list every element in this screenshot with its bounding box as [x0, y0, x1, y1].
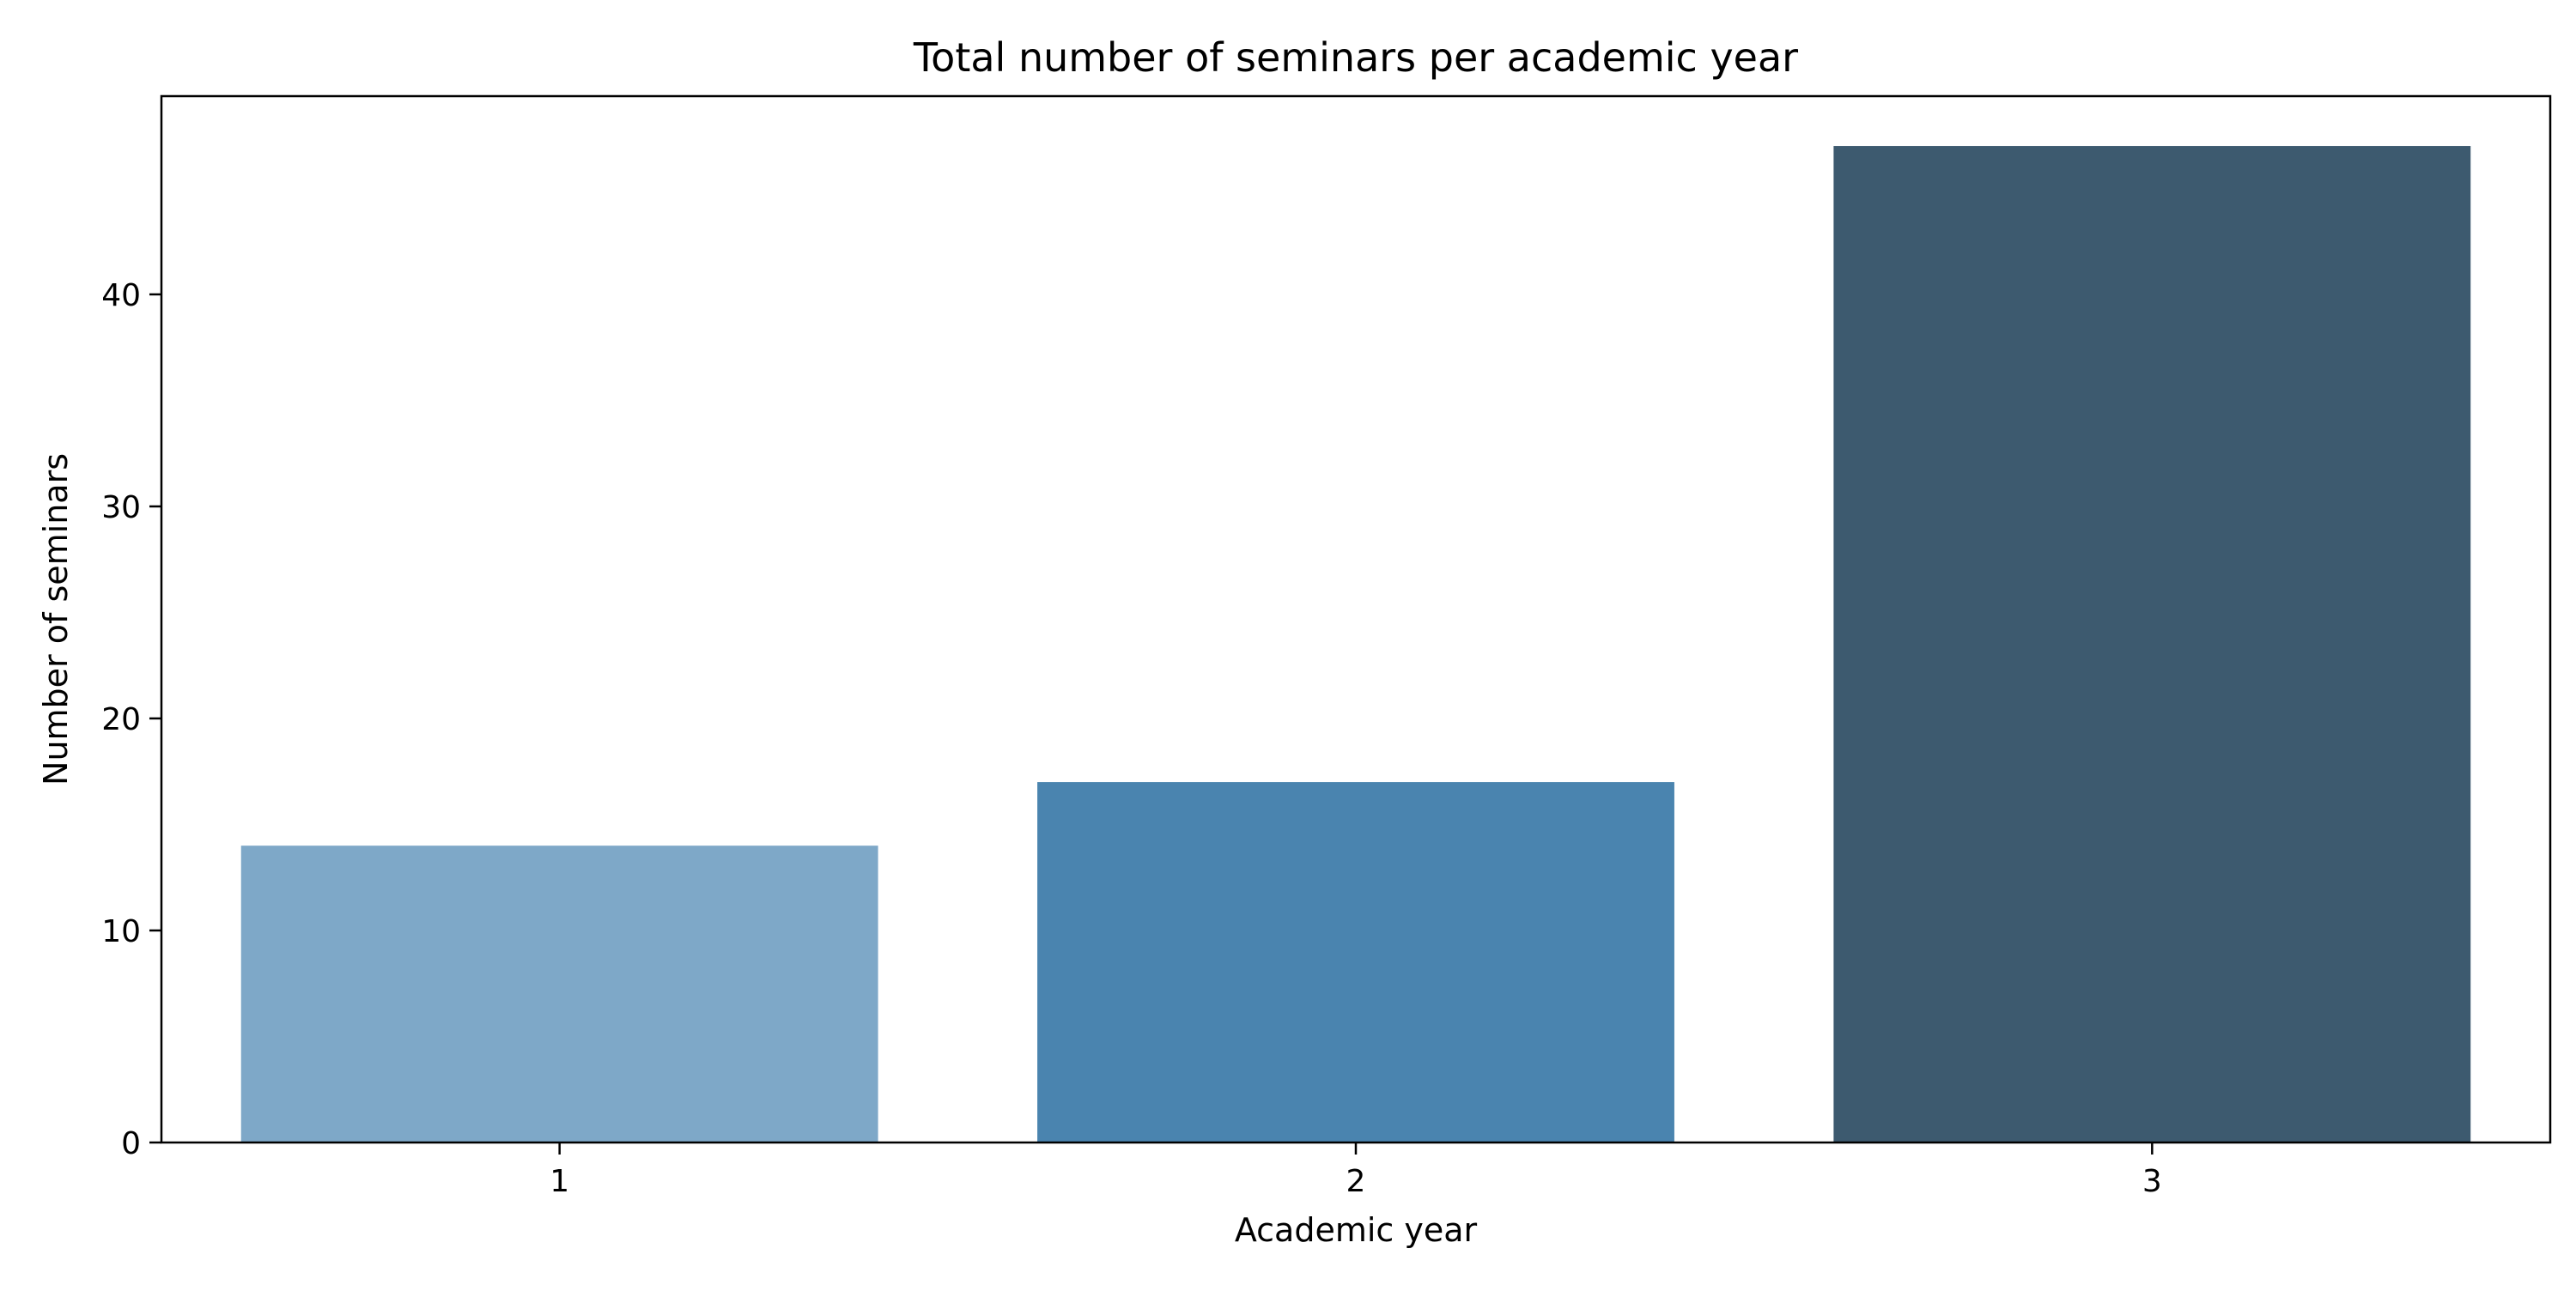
bar-2: [1037, 782, 1674, 1143]
y-tick-label: 10: [101, 914, 141, 949]
y-tick-label: 40: [101, 278, 141, 313]
plot-area: [240, 146, 2471, 1143]
y-axis-label: Number of seminars: [37, 453, 75, 785]
x-axis-label: Academic year: [1235, 1211, 1478, 1249]
chart-title: Total number of seminars per academic ye…: [913, 34, 1798, 81]
y-tick-label: 0: [121, 1126, 141, 1161]
x-axis: 1 2 3: [550, 1143, 2162, 1199]
bar-1: [240, 846, 878, 1143]
x-tick-label: 2: [1346, 1164, 1366, 1199]
x-tick-label: 1: [550, 1164, 569, 1199]
y-tick-label: 30: [101, 490, 141, 525]
bar-3: [1833, 146, 2471, 1143]
y-axis: 0 10 20 30 40: [101, 278, 161, 1161]
y-tick-label: 20: [101, 702, 141, 737]
x-tick-label: 3: [2142, 1164, 2162, 1199]
